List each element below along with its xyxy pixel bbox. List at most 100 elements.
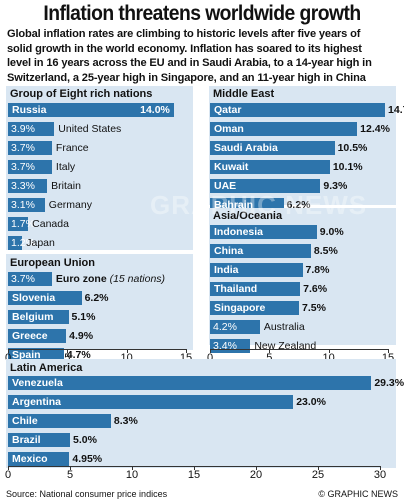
x-tick-label: 5 <box>266 352 273 364</box>
bar <box>210 141 335 155</box>
bar <box>210 320 260 334</box>
bar <box>210 282 301 296</box>
data-label: 5.1% <box>71 311 96 323</box>
data-label: 7.5% <box>302 302 326 314</box>
bar <box>8 217 29 231</box>
bar <box>8 348 64 362</box>
bar <box>8 141 52 155</box>
bar <box>8 236 23 250</box>
data-label: 10.5% <box>337 142 368 154</box>
data-label: 3.1% <box>11 199 35 211</box>
data-label: 3.3% <box>11 180 35 192</box>
tick-label: Slovenia <box>12 292 56 304</box>
tick-label: Venezuela <box>12 377 63 389</box>
intro-line: solid growth in the world economy. Infla… <box>7 42 362 55</box>
data-label: 8.5% <box>313 245 338 257</box>
x-tick-label: 5 <box>66 469 74 481</box>
x-tick <box>67 349 69 353</box>
data-label: 3.9% <box>11 123 35 135</box>
tick-label: Mexico <box>12 453 48 465</box>
data-label: 9.3% <box>323 180 348 192</box>
tick-label: United States <box>58 123 122 135</box>
tick-label: China <box>214 245 244 257</box>
bar <box>8 122 55 136</box>
intro-line: Global inflation rates are climbing to h… <box>7 28 361 40</box>
x-tick <box>269 349 271 353</box>
data-label: 1.2% <box>11 237 35 249</box>
tick-label: Brazil <box>12 434 41 446</box>
intro-line: level in 16 years across the EU and in S… <box>7 57 372 70</box>
tick-label: Germany <box>48 199 92 211</box>
bar <box>8 272 52 286</box>
tick-label: Canada <box>32 218 69 230</box>
tick-label: Argentina <box>12 396 62 408</box>
bar <box>8 291 82 305</box>
data-label: 7.6% <box>303 283 328 295</box>
tick-label: Kuwait <box>214 161 249 173</box>
data-label: 3.7% <box>11 273 35 285</box>
tick-label: Japan <box>26 237 55 249</box>
source-note: Source: National consumer price indices <box>6 489 168 499</box>
tick-label: Russia <box>12 104 47 116</box>
tick-label: UAE <box>214 180 237 192</box>
bar <box>8 433 70 447</box>
bar <box>210 263 303 277</box>
bar <box>210 225 317 239</box>
tick-label: Belgium <box>12 311 54 323</box>
x-tick <box>210 349 211 353</box>
data-label: 14.75% <box>388 104 404 116</box>
chart-title: Group of Eight rich nations <box>10 88 153 100</box>
tick-label: France <box>55 142 89 154</box>
x-tick-label: 20 <box>249 469 263 481</box>
bar <box>8 329 67 343</box>
x-axis <box>8 349 186 350</box>
x-tick <box>126 349 128 353</box>
bar <box>8 179 48 193</box>
bar <box>210 244 311 258</box>
x-tick <box>8 466 9 470</box>
bar <box>8 198 45 212</box>
bar <box>210 160 330 174</box>
data-label: 4.7% <box>66 349 91 361</box>
data-label: 5.0% <box>73 434 97 446</box>
data-label: 29.3% <box>374 377 404 389</box>
data-label: 3.4% <box>213 340 237 352</box>
x-tick-label: 0 <box>206 352 214 364</box>
tick-label: India <box>214 264 239 276</box>
data-label: 4.2% <box>213 321 237 333</box>
data-label: 4.95% <box>72 453 103 465</box>
x-tick-label: 30 <box>373 469 387 481</box>
x-tick <box>186 349 187 353</box>
tick-label: Italy <box>55 161 76 173</box>
data-label: 23.0% <box>296 396 326 408</box>
bar <box>210 179 321 193</box>
tick-label: Britain <box>51 180 81 192</box>
bar <box>8 310 69 324</box>
x-tick <box>328 349 330 353</box>
x-tick-label: 0 <box>4 352 12 364</box>
data-label: 8.3% <box>113 415 138 427</box>
x-tick <box>70 466 71 470</box>
credit-note: © GRAPHIC NEWS <box>318 489 398 499</box>
tick-label: Oman <box>214 123 244 135</box>
chart-title: Latin America <box>10 362 83 374</box>
x-tick <box>132 466 133 470</box>
tick-label: Euro zone (15 nations) <box>55 273 166 285</box>
tick-label: Chile <box>12 415 38 427</box>
x-tick <box>388 349 389 353</box>
bar <box>8 103 175 117</box>
chart-title: Middle East <box>213 88 275 100</box>
x-tick <box>318 466 319 470</box>
data-label: 6.2% <box>84 292 109 304</box>
x-tick <box>194 466 195 470</box>
x-tick-label: 0 <box>4 469 12 481</box>
x-tick <box>380 466 381 470</box>
data-label: 10.1% <box>332 161 363 173</box>
tick-label: Australia <box>263 321 305 333</box>
tick-label: Thailand <box>214 283 258 295</box>
bar <box>8 160 52 174</box>
x-tick-label: 15 <box>187 469 201 481</box>
data-label: 4.9% <box>69 330 94 342</box>
page-title: Inflation threatens worldwide growth <box>43 2 361 25</box>
